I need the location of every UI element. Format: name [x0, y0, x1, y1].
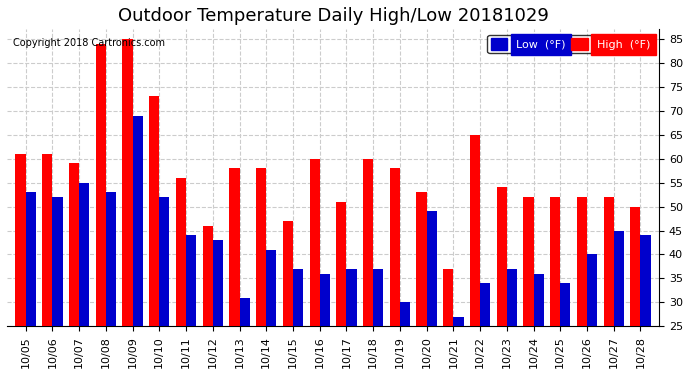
Bar: [213, 240, 223, 375]
Bar: [336, 202, 346, 375]
Bar: [640, 235, 651, 375]
Bar: [310, 159, 319, 375]
Bar: [52, 197, 63, 375]
Bar: [453, 317, 464, 375]
Bar: [497, 188, 507, 375]
Bar: [176, 178, 186, 375]
Bar: [79, 183, 89, 375]
Bar: [319, 274, 330, 375]
Legend: Low  (°F), High  (°F): Low (°F), High (°F): [487, 35, 653, 53]
Bar: [470, 135, 480, 375]
Bar: [159, 197, 170, 375]
Text: Copyright 2018 Cartronics.com: Copyright 2018 Cartronics.com: [14, 38, 166, 48]
Bar: [239, 298, 250, 375]
Bar: [229, 168, 239, 375]
Bar: [203, 226, 213, 375]
Title: Outdoor Temperature Daily High/Low 20181029: Outdoor Temperature Daily High/Low 20181…: [117, 7, 549, 25]
Bar: [577, 197, 587, 375]
Bar: [604, 197, 614, 375]
Bar: [186, 235, 196, 375]
Bar: [15, 154, 26, 375]
Bar: [149, 96, 159, 375]
Bar: [443, 269, 453, 375]
Bar: [283, 221, 293, 375]
Bar: [631, 207, 640, 375]
Bar: [132, 116, 143, 375]
Bar: [560, 283, 571, 375]
Bar: [266, 250, 277, 375]
Bar: [533, 274, 544, 375]
Bar: [96, 44, 106, 375]
Bar: [373, 269, 384, 375]
Bar: [26, 192, 36, 375]
Bar: [417, 192, 426, 375]
Bar: [346, 269, 357, 375]
Bar: [69, 164, 79, 375]
Bar: [106, 192, 116, 375]
Bar: [293, 269, 303, 375]
Bar: [550, 197, 560, 375]
Bar: [480, 283, 491, 375]
Bar: [42, 154, 52, 375]
Bar: [256, 168, 266, 375]
Bar: [400, 302, 410, 375]
Bar: [390, 168, 400, 375]
Bar: [122, 39, 132, 375]
Bar: [587, 255, 597, 375]
Bar: [507, 269, 517, 375]
Bar: [524, 197, 533, 375]
Bar: [426, 211, 437, 375]
Bar: [363, 159, 373, 375]
Bar: [614, 231, 624, 375]
